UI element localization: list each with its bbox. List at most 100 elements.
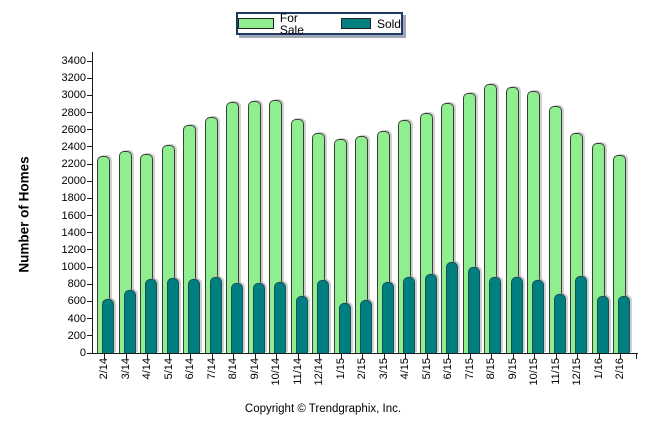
x-tick-label: 3/14 (119, 358, 132, 380)
x-tick (147, 354, 148, 359)
x-tick (125, 354, 127, 359)
y-tick (87, 318, 93, 320)
bar-sold (231, 282, 243, 353)
y-tick-label: 200 (67, 329, 86, 342)
y-tick-label: 3000 (61, 89, 86, 102)
legend-label-sold: Sold (376, 16, 401, 31)
x-tick-label: 2/16 (614, 358, 626, 380)
bar-sold (102, 298, 114, 353)
x-tick-label: 1/15 (334, 358, 347, 380)
y-tick-label: 2600 (61, 123, 86, 136)
bar-sold (489, 277, 501, 353)
x-tick (383, 354, 385, 359)
bar-sold (252, 283, 265, 353)
x-tick (254, 354, 256, 359)
y-tick (87, 215, 93, 217)
x-tick-label: 2/14 (98, 358, 110, 380)
y-tick (87, 163, 93, 165)
bar-sold (553, 293, 566, 353)
x-tick (276, 354, 277, 359)
x-tick-label: 12/14 (313, 358, 325, 386)
legend: For Sale Sold (236, 10, 403, 37)
y-tick (87, 249, 93, 251)
bar-sold (446, 261, 458, 353)
bar-for-sale (333, 139, 347, 353)
y-tick (87, 300, 93, 302)
bar-sold (166, 278, 179, 353)
y-tick-label: 800 (67, 278, 86, 291)
y-tick-label: 2200 (61, 158, 86, 171)
copyright-text: Copyright © Trendgraphix, Inc. (244, 403, 402, 415)
x-tick (104, 354, 105, 359)
x-tick-label: 12/15 (571, 358, 583, 386)
y-tick (87, 335, 93, 337)
y-tick (87, 77, 93, 79)
x-tick (577, 354, 578, 359)
x-axis-line (92, 353, 638, 354)
x-tick (426, 354, 428, 359)
x-tick-label: 3/15 (377, 358, 390, 380)
bar-sold (403, 276, 415, 353)
y-axis-title: Number of Homes (16, 156, 32, 273)
bar-for-sale (548, 105, 562, 353)
y-tick-label: 2400 (61, 140, 86, 153)
bar-sold (510, 276, 523, 353)
x-tick (469, 354, 471, 359)
x-tick-label: 2/15 (356, 358, 368, 380)
y-tick-label: 1600 (61, 209, 86, 222)
legend-swatch-for-sale (238, 18, 274, 29)
x-tick-label: 5/15 (420, 358, 433, 380)
y-tick-label: 1800 (61, 192, 86, 205)
x-tick (168, 354, 170, 359)
y-tick-label: 2000 (61, 175, 86, 188)
legend-swatch-sold (341, 18, 371, 29)
x-tick-label: 7/15 (463, 358, 476, 380)
x-tick (319, 354, 320, 359)
x-tick (190, 354, 191, 359)
y-tick-label: 0 (79, 347, 86, 359)
bar-sold (618, 296, 630, 353)
bar-sold (424, 273, 437, 353)
x-tick-label: 6/14 (184, 358, 196, 380)
bar-sold (209, 277, 222, 353)
bar-sold (295, 296, 308, 353)
x-tick (555, 354, 557, 359)
x-tick (362, 354, 363, 359)
y-tick-label: 1000 (61, 261, 86, 274)
bar-sold (596, 296, 609, 353)
x-tick-label: 9/14 (248, 358, 261, 380)
x-tick-label: 6/15 (442, 358, 454, 380)
bar-sold (317, 280, 329, 353)
bar-sold (532, 280, 544, 353)
x-tick-label: 8/15 (485, 358, 497, 380)
bar-sold (123, 290, 136, 353)
x-tick (405, 354, 406, 359)
bar-sold (360, 299, 372, 353)
x-tick-label: 4/15 (399, 358, 411, 380)
bar-for-sale (290, 118, 304, 353)
x-tick-label: 7/14 (205, 358, 218, 380)
y-tick (87, 232, 93, 234)
y-tick (87, 266, 93, 268)
x-tick (448, 354, 449, 359)
bar-sold (575, 275, 587, 353)
y-tick-label: 3200 (61, 72, 86, 85)
y-tick (87, 112, 93, 114)
x-tick (534, 354, 535, 359)
legend-label-for-sale: For Sale (279, 10, 304, 37)
x-tick (491, 354, 492, 359)
bar-sold (145, 279, 157, 353)
x-tick (340, 354, 342, 359)
x-tick-label: 10/15 (528, 358, 540, 386)
y-tick-label: 3400 (61, 55, 86, 67)
y-tick-label: 2800 (61, 106, 86, 119)
x-tick (598, 354, 600, 359)
x-tick-label: 10/14 (270, 358, 282, 386)
x-tick (211, 354, 213, 359)
x-tick (512, 354, 514, 359)
y-tick (87, 197, 93, 199)
x-tick-label: 11/15 (549, 358, 562, 385)
bar-sold (188, 279, 200, 353)
y-tick-label: 400 (67, 312, 86, 325)
x-tick (620, 354, 621, 359)
